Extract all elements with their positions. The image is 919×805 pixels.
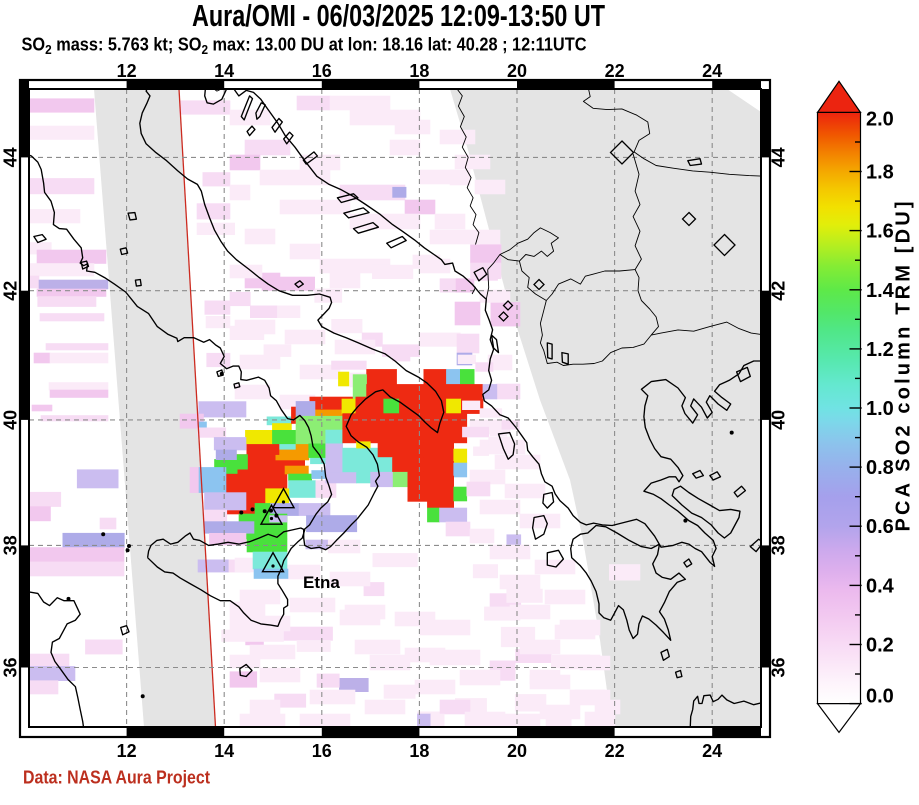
svg-text:1.2: 1.2 [866, 339, 894, 361]
svg-text:18: 18 [409, 61, 429, 81]
svg-text:24: 24 [702, 61, 722, 81]
svg-text:44: 44 [1, 147, 21, 167]
svg-text:42: 42 [1, 281, 21, 301]
svg-text:20: 20 [507, 61, 527, 81]
svg-text:22: 22 [605, 61, 625, 81]
svg-text:0.4: 0.4 [866, 575, 895, 597]
svg-text:16: 16 [312, 61, 332, 81]
svg-text:38: 38 [1, 535, 21, 555]
svg-text:14: 14 [214, 741, 234, 761]
svg-text:2.0: 2.0 [866, 108, 894, 130]
svg-text:SO2 mass: 5.763 kt; SO2 max: 1: SO2 mass: 5.763 kt; SO2 max: 13.00 DU at… [22, 35, 587, 58]
svg-text:Aura/OMI - 06/03/2025 12:09-13: Aura/OMI - 06/03/2025 12:09-13:50 UT [192, 0, 605, 33]
svg-text:24: 24 [702, 741, 722, 761]
svg-text:0.6: 0.6 [866, 516, 894, 538]
svg-text:20: 20 [507, 741, 527, 761]
svg-text:22: 22 [605, 741, 625, 761]
svg-text:1.6: 1.6 [866, 221, 894, 243]
svg-text:40: 40 [1, 410, 21, 430]
svg-text:14: 14 [214, 61, 234, 81]
svg-text:36: 36 [1, 657, 21, 677]
svg-text:Etna: Etna [303, 573, 340, 592]
svg-text:1.8: 1.8 [866, 162, 894, 184]
svg-text:38: 38 [769, 535, 789, 555]
svg-text:12: 12 [117, 741, 137, 761]
svg-text:12: 12 [117, 61, 137, 81]
svg-text:42: 42 [769, 281, 789, 301]
svg-text:Data: NASA Aura Project: Data: NASA Aura Project [23, 768, 210, 788]
svg-text:16: 16 [312, 741, 332, 761]
svg-text:44: 44 [769, 147, 789, 167]
svg-text:18: 18 [409, 741, 429, 761]
svg-text:0.0: 0.0 [866, 686, 894, 708]
svg-text:1.0: 1.0 [866, 398, 894, 420]
svg-text:36: 36 [769, 657, 789, 677]
svg-text:40: 40 [769, 410, 789, 430]
svg-text:0.2: 0.2 [866, 635, 894, 657]
svg-text:0.8: 0.8 [866, 457, 894, 479]
svg-text:1.4: 1.4 [866, 280, 895, 302]
